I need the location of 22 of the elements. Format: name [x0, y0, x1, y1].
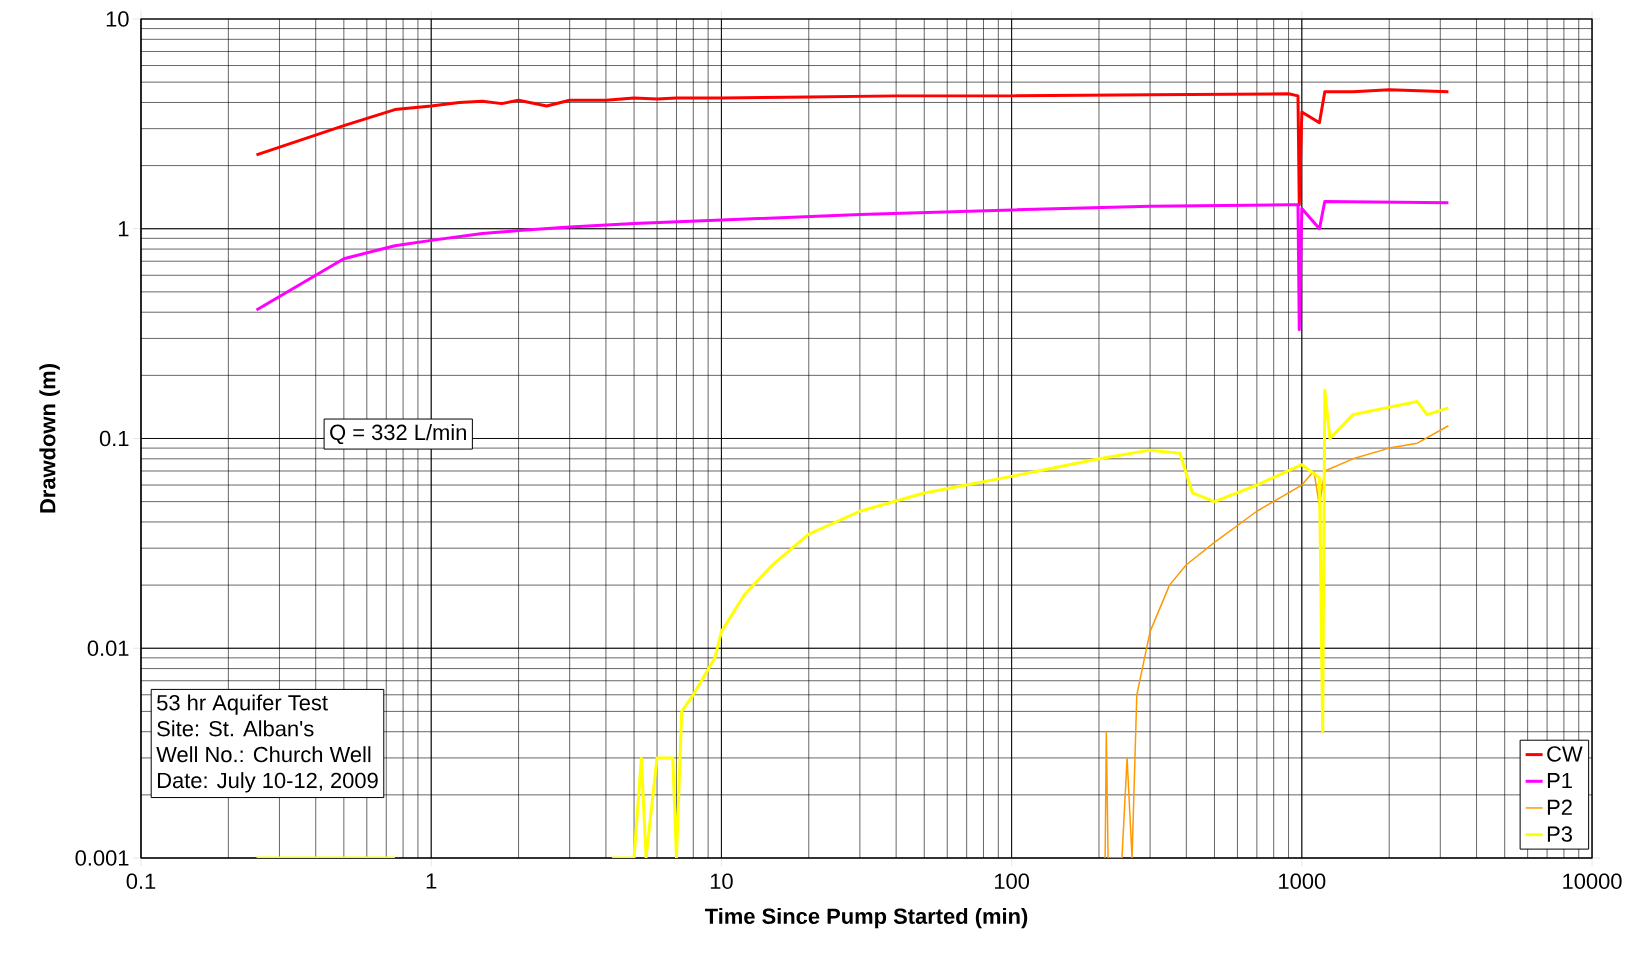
annotation: Q = 332 L/min: [330, 424, 466, 445]
x-tick-label: 100: [995, 873, 1030, 890]
x-tick-label: 1000: [1279, 873, 1326, 890]
y-tick-label: 0.1: [99, 430, 129, 447]
x-tick-label: 0.1: [126, 873, 156, 890]
annotation: Site: St. Alban's: [157, 720, 314, 737]
y-axis-title: Drawdown (m): [39, 364, 60, 513]
x-tick-label: 1: [426, 873, 437, 889]
annotation: Date: July 10-12, 2009: [157, 772, 378, 793]
legend-label: P1: [1547, 772, 1572, 789]
annotation: Well No.: Church Well: [156, 746, 371, 763]
legend-label: CW: [1547, 746, 1583, 762]
y-tick-label: 0.001: [75, 850, 129, 866]
legend-label: P2: [1547, 799, 1572, 815]
y-tick-label: 0.01: [87, 640, 129, 657]
x-tick-label: 10: [710, 873, 733, 890]
x-axis-title: Time Since Pump Started (min): [704, 907, 1028, 929]
legend-label: P3: [1547, 826, 1572, 842]
y-tick-label: 10: [106, 11, 129, 27]
x-tick-label: 10000: [1563, 873, 1622, 890]
annotation: 53 hr Aquifer Test: [157, 694, 328, 715]
y-tick-label: 1: [118, 221, 129, 237]
